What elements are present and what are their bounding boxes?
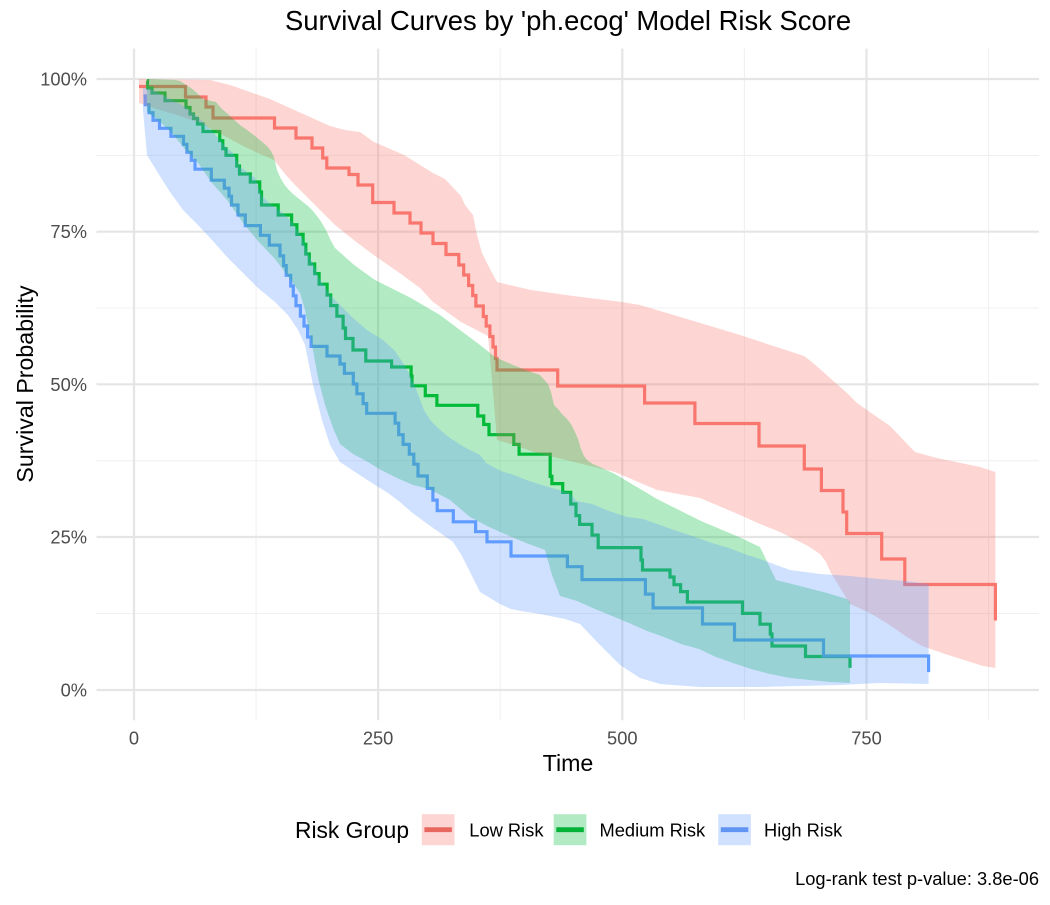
svg-text:Survival Curves by 'ph.ecog' M: Survival Curves by 'ph.ecog' Model Risk … — [285, 5, 851, 36]
svg-text:50%: 50% — [50, 374, 87, 395]
svg-text:500: 500 — [607, 728, 638, 749]
svg-text:Risk Group: Risk Group — [295, 817, 409, 843]
svg-text:250: 250 — [363, 728, 394, 749]
svg-text:Log-rank test p-value: 3.8e-06: Log-rank test p-value: 3.8e-06 — [795, 868, 1039, 889]
svg-text:25%: 25% — [50, 527, 87, 548]
svg-text:Medium Risk: Medium Risk — [600, 820, 707, 841]
svg-text:75%: 75% — [50, 221, 87, 242]
svg-text:Low Risk: Low Risk — [469, 820, 544, 841]
svg-text:0: 0 — [129, 728, 139, 749]
svg-text:0%: 0% — [61, 680, 87, 701]
svg-text:750: 750 — [851, 728, 882, 749]
svg-text:Time: Time — [543, 750, 594, 776]
svg-text:Survival Probability: Survival Probability — [12, 285, 38, 483]
svg-text:100%: 100% — [40, 69, 87, 90]
svg-text:High Risk: High Risk — [764, 820, 843, 841]
